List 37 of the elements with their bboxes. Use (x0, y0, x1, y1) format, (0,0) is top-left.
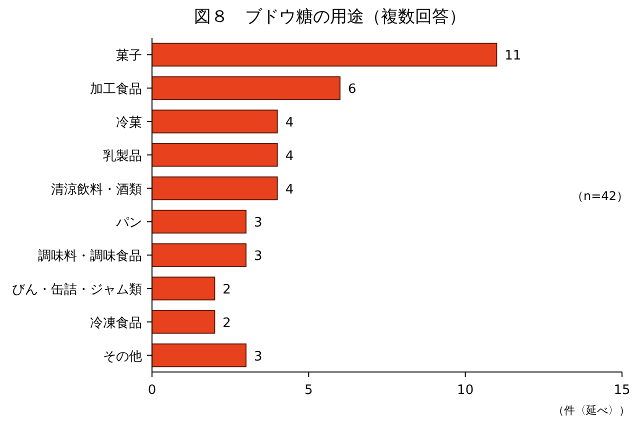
x-tick-label: 0 (148, 383, 156, 398)
bar (152, 143, 278, 167)
y-tick-label: 冷菓 (116, 116, 142, 130)
data-label: 3 (254, 349, 262, 364)
y-tick-label: 乳製品 (103, 148, 142, 164)
bar (152, 42, 498, 67)
data-label: 2 (222, 282, 231, 298)
y-tick-label: びん・缶詰・ジャム類 (12, 282, 142, 298)
bar (152, 210, 246, 234)
x-tick-label: 15 (614, 383, 630, 398)
y-tick-label: 加工食品 (90, 82, 142, 98)
bar (152, 343, 246, 368)
y-tick-label: 菓子 (116, 48, 142, 64)
data-label: 2 (222, 316, 231, 331)
bar (152, 176, 278, 200)
y-tick-label: 冷凍食品 (90, 316, 142, 331)
y-tick-label: その他 (103, 349, 142, 364)
data-label: 3 (254, 249, 262, 264)
chart-title: 図８ ブドウ糖の用途（複数回答） (194, 7, 466, 27)
bar (152, 243, 246, 267)
bar (152, 310, 216, 334)
data-label: 4 (285, 182, 294, 198)
x-tick-label: 5 (304, 383, 313, 398)
bar (152, 276, 216, 300)
bar (152, 110, 278, 134)
y-tick-label: 清涼飲料・酒類 (51, 182, 142, 198)
data-label: 4 (285, 148, 294, 164)
data-label: 4 (285, 116, 294, 130)
x-tick-label: 10 (457, 383, 474, 398)
data-label: 11 (504, 48, 522, 64)
data-label: 6 (348, 82, 356, 98)
data-label: 3 (254, 216, 262, 231)
bar (152, 76, 340, 100)
y-tick-label: パン (115, 216, 142, 231)
annotation: （n=42） (572, 189, 628, 203)
x-axis-title: （件〈延べ〉） (553, 404, 630, 417)
y-tick-label: 調味料・調味食品 (38, 249, 142, 264)
